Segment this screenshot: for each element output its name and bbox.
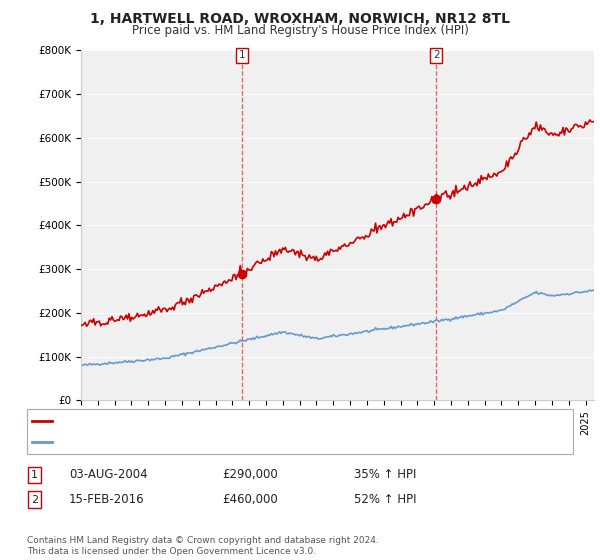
- Text: 1, HARTWELL ROAD, WROXHAM, NORWICH, NR12 8TL (detached house): 1, HARTWELL ROAD, WROXHAM, NORWICH, NR12…: [56, 416, 430, 426]
- Text: 1: 1: [239, 50, 245, 60]
- Text: Price paid vs. HM Land Registry's House Price Index (HPI): Price paid vs. HM Land Registry's House …: [131, 24, 469, 37]
- Text: 35% ↑ HPI: 35% ↑ HPI: [354, 468, 416, 482]
- Text: 1, HARTWELL ROAD, WROXHAM, NORWICH, NR12 8TL: 1, HARTWELL ROAD, WROXHAM, NORWICH, NR12…: [90, 12, 510, 26]
- Text: 1: 1: [31, 470, 38, 480]
- Text: Contains HM Land Registry data © Crown copyright and database right 2024.
This d: Contains HM Land Registry data © Crown c…: [27, 536, 379, 556]
- Text: 2: 2: [31, 494, 38, 505]
- Text: £460,000: £460,000: [222, 493, 278, 506]
- Text: 2: 2: [433, 50, 440, 60]
- Text: 15-FEB-2016: 15-FEB-2016: [69, 493, 145, 506]
- Text: 52% ↑ HPI: 52% ↑ HPI: [354, 493, 416, 506]
- Text: HPI: Average price, detached house, Broadland: HPI: Average price, detached house, Broa…: [56, 437, 302, 447]
- Text: £290,000: £290,000: [222, 468, 278, 482]
- Text: 03-AUG-2004: 03-AUG-2004: [69, 468, 148, 482]
